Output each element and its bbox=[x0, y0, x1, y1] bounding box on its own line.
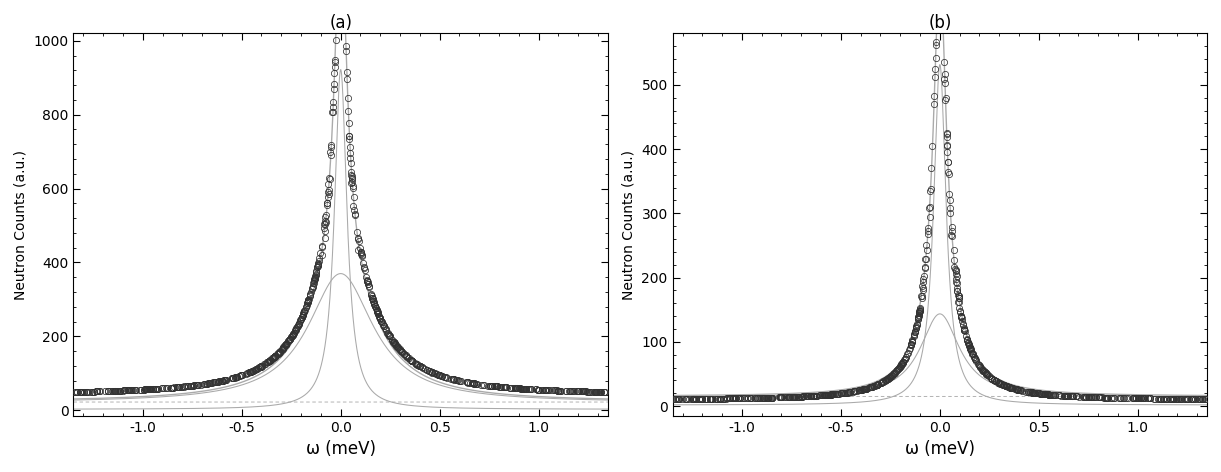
Title: (b): (b) bbox=[928, 14, 951, 32]
X-axis label: ω (meV): ω (meV) bbox=[905, 440, 974, 458]
Y-axis label: Neutron Counts (a.u.): Neutron Counts (a.u.) bbox=[13, 150, 28, 300]
X-axis label: ω (meV): ω (meV) bbox=[305, 440, 376, 458]
Y-axis label: Neutron Counts (a.u.): Neutron Counts (a.u.) bbox=[621, 150, 636, 300]
Title: (a): (a) bbox=[330, 14, 352, 32]
